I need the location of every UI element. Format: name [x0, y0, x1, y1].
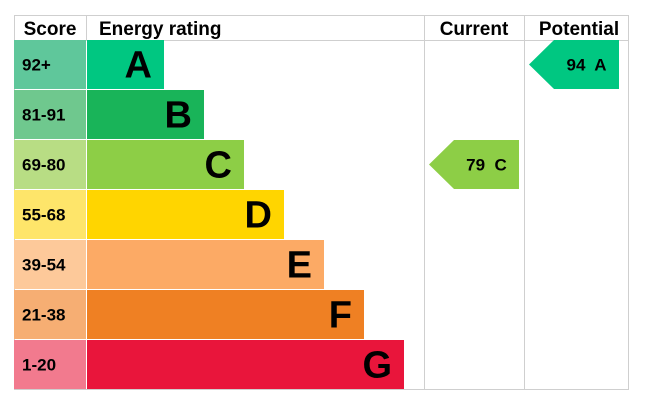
score-cell-c: [14, 140, 86, 189]
rating-indicators: 79 C 94 A: [429, 40, 619, 189]
header-score: Score: [24, 19, 77, 40]
band-letter-a: A: [125, 45, 152, 87]
band-letter-c: C: [205, 145, 232, 187]
band-bar-d: [87, 190, 284, 239]
score-label-b: 81-91: [22, 106, 65, 125]
band-bar-a: [87, 40, 164, 89]
score-cell-f: [14, 290, 86, 339]
score-label-g: 1-20: [22, 356, 56, 375]
score-cell-a: [14, 40, 86, 89]
score-label-d: 55-68: [22, 206, 65, 225]
potential-rating-arrow: [529, 40, 619, 89]
header-current: Current: [440, 19, 509, 40]
band-bar-b: [87, 90, 204, 139]
band-letter-d: D: [245, 195, 272, 237]
score-cell-e: [14, 240, 86, 289]
current-rating-arrow: [429, 140, 519, 189]
score-label-e: 39-54: [22, 256, 66, 275]
score-label-c: 69-80: [22, 156, 65, 175]
band-letter-b: B: [165, 95, 192, 137]
score-label-f: 21-38: [22, 306, 65, 325]
band-letter-g: G: [362, 345, 392, 387]
header-energy-rating: Energy rating: [99, 19, 221, 40]
potential-rating-label: 94 A: [566, 56, 606, 75]
band-letter-f: F: [329, 295, 352, 337]
current-rating-label: 79 C: [466, 156, 507, 175]
band-bar-g: [87, 340, 404, 389]
score-label-a: 92+: [22, 56, 51, 75]
band-bar-f: [87, 290, 364, 339]
score-cell-d: [14, 190, 86, 239]
rating-bands: 92+ A 81-91 B 69-80 C 55-68 D 39-54 E 21-38 F 1-20 G: [14, 40, 404, 389]
band-bar-e: [87, 240, 324, 289]
band-letter-e: E: [287, 245, 312, 287]
score-cell-g: [14, 340, 86, 389]
band-bar-c: [87, 140, 244, 189]
score-cell-b: [14, 90, 86, 139]
header-potential: Potential: [539, 19, 619, 40]
